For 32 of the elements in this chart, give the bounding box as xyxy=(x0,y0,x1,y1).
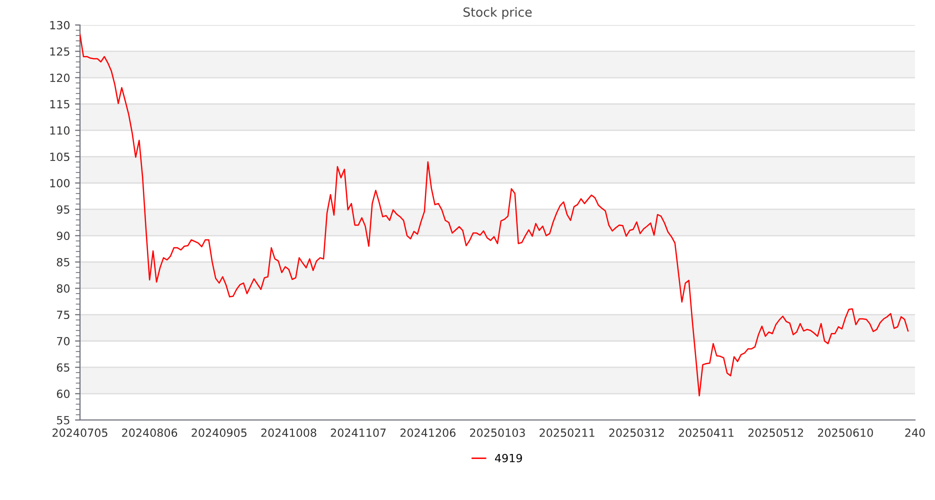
x-tick-label: 20241107 xyxy=(330,428,386,437)
y-tick-label: 95 xyxy=(56,205,70,214)
x-tick-label: 20250610 xyxy=(818,428,873,437)
y-tick-label: 65 xyxy=(56,363,70,372)
y-tick-label: 110 xyxy=(50,126,70,135)
chart-title: Stock price xyxy=(463,7,532,20)
legend-label: 4919 xyxy=(495,454,522,462)
x-tick-label: 240 xyxy=(905,428,925,437)
y-tick-label: 85 xyxy=(56,258,70,266)
line-series xyxy=(80,34,909,396)
y-tick-label: 105 xyxy=(50,152,70,162)
y-tick-label: 125 xyxy=(50,47,70,56)
y-tick-label: 120 xyxy=(50,74,70,82)
y-tick-label: 75 xyxy=(57,310,70,320)
y-tick-label: 100 xyxy=(50,178,70,188)
x-tick-label: 20250512 xyxy=(748,428,803,437)
y-tick-label: 80 xyxy=(56,284,70,293)
x-tick-label: 20250211 xyxy=(540,428,594,437)
x-tick-label: 20240806 xyxy=(122,428,178,437)
x-tick-label: 20250312 xyxy=(609,428,664,437)
y-tick-label: 130 xyxy=(50,20,70,30)
x-tick-label: 20240705 xyxy=(52,428,108,437)
y-tick-label: 60 xyxy=(56,390,70,398)
x-tick-label: 20241206 xyxy=(400,428,456,437)
y-tick-label: 70 xyxy=(57,336,70,346)
x-tick-label: 20241008 xyxy=(261,428,316,437)
x-tick-label: 20250411 xyxy=(678,428,734,437)
x-tick-label: 20240905 xyxy=(192,428,246,437)
y-tick-label: 115 xyxy=(50,100,70,108)
x-tick-label: 20250103 xyxy=(470,428,525,437)
y-tick-label: 55 xyxy=(56,416,70,424)
y-tick-label: 90 xyxy=(56,232,70,240)
